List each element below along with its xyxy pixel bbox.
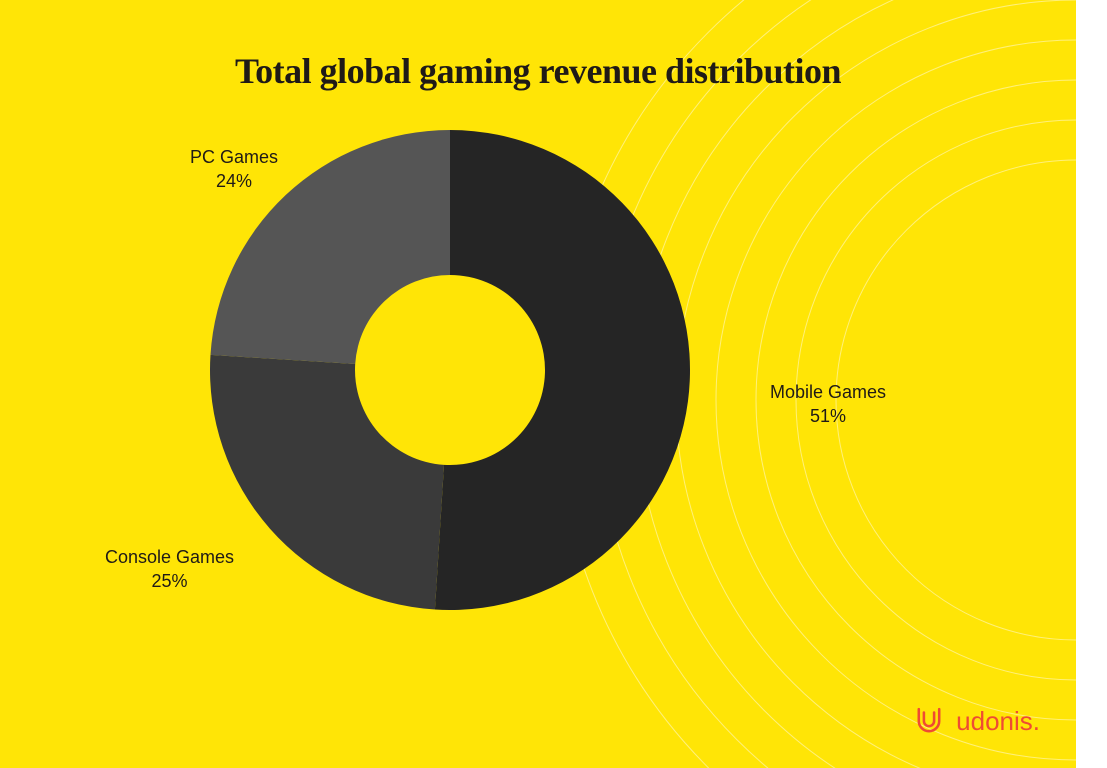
brand: udonis. (912, 704, 1040, 738)
label-console-percent: 25% (105, 569, 234, 593)
slice-console (210, 355, 444, 610)
donut-svg (210, 130, 690, 610)
brand-name: udonis. (956, 706, 1040, 737)
chart-title: Total global gaming revenue distribution (0, 50, 1076, 92)
udonis-logo-icon (912, 704, 946, 738)
label-mobile: Mobile Games 51% (770, 380, 886, 429)
page-root: Total global gaming revenue distribution… (0, 0, 1107, 768)
label-pc-percent: 24% (190, 169, 278, 193)
label-mobile-percent: 51% (770, 404, 886, 428)
chart-panel: Total global gaming revenue distribution… (0, 0, 1076, 768)
label-console-name: Console Games (105, 545, 234, 569)
slice-mobile (435, 130, 690, 610)
label-console: Console Games 25% (105, 545, 234, 594)
label-mobile-name: Mobile Games (770, 380, 886, 404)
label-pc: PC Games 24% (190, 145, 278, 194)
label-pc-name: PC Games (190, 145, 278, 169)
donut-chart (210, 130, 690, 610)
